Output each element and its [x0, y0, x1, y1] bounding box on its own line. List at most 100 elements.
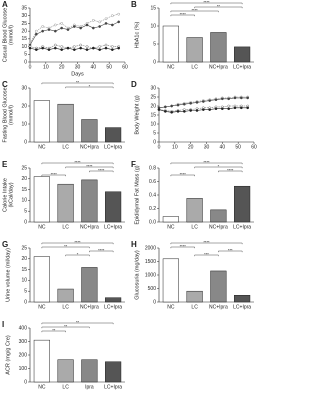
- x-tick-label: LC+Ipra: [104, 304, 122, 310]
- significance-label: ****: [74, 239, 81, 244]
- point: [91, 18, 95, 22]
- point: [201, 100, 205, 103]
- y-tick-label: 15: [150, 112, 156, 118]
- y-tick-label: 0: [153, 299, 156, 305]
- panel-letter: C: [2, 80, 8, 89]
- bar: [186, 37, 203, 63]
- significance-label: ****: [98, 247, 105, 252]
- y-tick-label: 20: [21, 28, 27, 34]
- point: [208, 108, 212, 111]
- x-tick-label: LC+Ipra: [233, 304, 251, 310]
- y-tick-label: 20: [21, 103, 27, 109]
- point: [85, 23, 89, 27]
- significance-label: ****: [192, 7, 199, 12]
- point: [66, 46, 70, 50]
- point: [182, 110, 186, 113]
- significance-label: **: [64, 243, 68, 248]
- point: [28, 46, 32, 50]
- y-tick-label: 100: [19, 366, 28, 372]
- point: [157, 108, 161, 111]
- point: [110, 48, 114, 52]
- panel-letter: E: [2, 160, 8, 169]
- panel-letter: D: [131, 80, 137, 89]
- x-tick-label: LC: [62, 224, 69, 230]
- point: [220, 107, 224, 111]
- x-tick-label: 40: [91, 64, 97, 70]
- bar: [33, 339, 50, 383]
- point: [60, 45, 64, 48]
- x-tick-label: NC: [167, 64, 175, 70]
- point: [227, 104, 231, 108]
- point: [60, 26, 64, 30]
- significance-bracket: [65, 254, 90, 257]
- significance-label: **: [52, 327, 56, 332]
- bar: [210, 270, 227, 303]
- significance-label: ****: [180, 171, 187, 176]
- significance-label: **: [76, 319, 80, 324]
- significance-label: ****: [74, 159, 81, 164]
- significance-label: **: [64, 323, 68, 328]
- y-axis-label: (mmol/l): [8, 105, 14, 125]
- y-tick-label: 20: [21, 256, 27, 262]
- significance-label: **: [217, 3, 221, 8]
- significance-bracket: [170, 162, 243, 165]
- point: [163, 110, 167, 113]
- y-tick-label: 1500: [145, 259, 156, 265]
- x-tick-label: 0: [158, 144, 161, 150]
- y-tick-label: 0: [24, 59, 27, 65]
- significance-bracket: [170, 10, 219, 13]
- y-tick-label: 300: [19, 339, 28, 345]
- y-tick-label: 30: [21, 13, 27, 19]
- point: [227, 107, 231, 111]
- point: [91, 46, 95, 50]
- point: [60, 22, 64, 25]
- point: [110, 14, 114, 18]
- significance-label: *: [218, 163, 220, 168]
- point: [41, 29, 45, 33]
- point: [189, 109, 193, 112]
- bar: [57, 359, 74, 383]
- point: [214, 98, 218, 102]
- y-tick-label: 10: [150, 23, 156, 29]
- x-tick-label: 10: [172, 144, 178, 150]
- y-tick-label: 15: [21, 267, 27, 273]
- point: [220, 97, 224, 101]
- significance-bracket: [170, 242, 243, 245]
- bar: [57, 103, 74, 143]
- y-tick-label: 25: [150, 94, 156, 100]
- x-tick-label: NC+Ipra: [209, 224, 228, 230]
- point: [72, 48, 76, 52]
- bar: [81, 119, 98, 143]
- y-tick-label: 20: [150, 103, 156, 109]
- point: [85, 45, 89, 48]
- significance-bracket: [170, 246, 195, 249]
- x-tick-label: 0: [29, 64, 32, 70]
- point: [53, 23, 57, 27]
- point: [98, 20, 102, 24]
- point: [91, 26, 95, 30]
- point: [72, 45, 76, 48]
- bar: [33, 176, 50, 223]
- y-axis-label: Calorie Intake: [2, 178, 8, 212]
- significance-bracket: [194, 254, 219, 257]
- bar: [234, 46, 251, 63]
- y-tick-label: 35: [21, 5, 27, 11]
- x-tick-label: NC: [38, 384, 46, 390]
- bar: [186, 198, 203, 223]
- bar: [105, 191, 122, 223]
- point: [170, 110, 174, 114]
- y-tick-label: 0: [24, 379, 27, 385]
- bar: [234, 295, 251, 303]
- panel-letter: G: [2, 240, 8, 249]
- x-tick-label: LC: [191, 224, 198, 230]
- point: [110, 45, 114, 48]
- point: [98, 48, 102, 52]
- y-tick-label: 10: [21, 121, 27, 127]
- y-tick-label: 10: [21, 198, 27, 204]
- y-axis-label: (kCal/day): [8, 182, 14, 207]
- y-tick-label: 0.8: [149, 165, 156, 171]
- point: [227, 97, 231, 101]
- x-tick-label: 40: [220, 144, 226, 150]
- point: [246, 106, 250, 110]
- y-tick-label: 400: [19, 325, 28, 331]
